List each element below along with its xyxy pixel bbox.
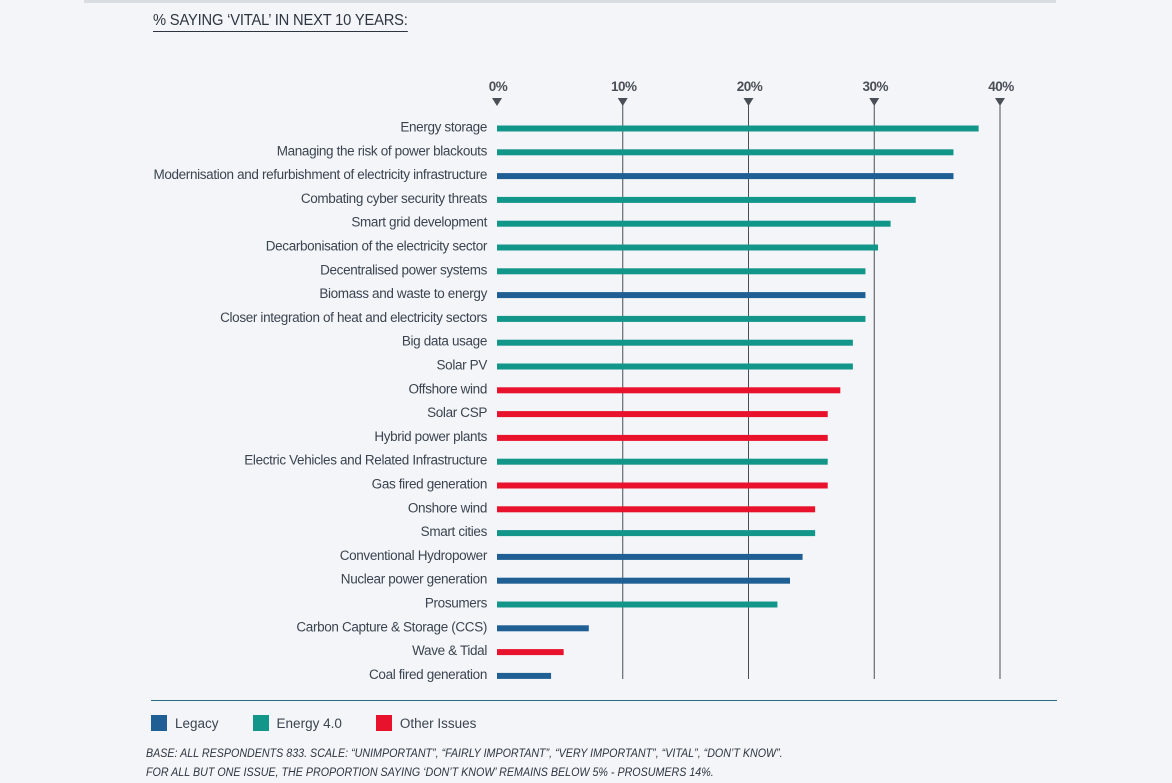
- bar-combating-cyber-security-threats: [497, 196, 916, 203]
- x-tick-label-40: 40%: [988, 79, 1014, 94]
- legend-label-other-issues: Other Issues: [399, 715, 477, 731]
- bar-managing-the-risk-of-power-blackouts: [497, 149, 954, 156]
- category-label-combating-cyber-security-threats: Combating cyber security threats: [301, 191, 488, 206]
- category-label-conventional-hydropower: Conventional Hydropower: [340, 548, 488, 563]
- legend-swatch-other-issues: [375, 715, 392, 731]
- category-label-big-data-usage: Big data usage: [402, 334, 487, 349]
- bar-solar-pv: [497, 363, 853, 370]
- top-divider: [84, 0, 1056, 3]
- category-label-managing-the-risk-of-power-blackouts: Managing the risk of power blackouts: [277, 143, 488, 158]
- category-label-electric-vehicles-and-related-infrastructure: Electric Vehicles and Related Infrastruc…: [244, 453, 487, 468]
- category-label-gas-fired-generation: Gas fired generation: [372, 477, 487, 492]
- footnote: BASE: ALL RESPONDENTS 833. SCALE: “UNIMP…: [146, 745, 783, 783]
- bar-prosumers: [497, 601, 778, 608]
- footnote-line-2: FOR ALL BUT ONE ISSUE, THE PROPORTION SA…: [146, 767, 714, 779]
- legend-item-other-issues: Other Issues: [375, 715, 477, 731]
- chart-title: % SAYING ‘VITAL’ IN NEXT 10 YEARS:: [153, 12, 408, 32]
- category-label-wave-tidal: Wave & Tidal: [412, 643, 487, 658]
- category-label-smart-grid-development: Smart grid development: [351, 215, 487, 230]
- category-label-carbon-capture-storage-ccs: Carbon Capture & Storage (CCS): [296, 619, 487, 634]
- bar-offshore-wind: [497, 387, 841, 394]
- footnote-line-1: BASE: ALL RESPONDENTS 833. SCALE: “UNIMP…: [146, 748, 783, 760]
- bar-decentralised-power-systems: [497, 268, 866, 275]
- legend-label-legacy: Legacy: [175, 715, 219, 731]
- bar-hybrid-power-plants: [497, 434, 828, 441]
- bar-carbon-capture-storage-ccs: [497, 625, 589, 632]
- bar-smart-grid-development: [497, 220, 891, 227]
- category-label-onshore-wind: Onshore wind: [408, 500, 487, 515]
- legend-label-energy-4: Energy 4.0: [276, 715, 342, 731]
- bar-smart-cities: [497, 530, 816, 537]
- category-label-smart-cities: Smart cities: [421, 524, 488, 539]
- category-label-modernisation-and-refurbishment-of-electricity-infrastructure: Modernisation and refurbishment of elect…: [153, 167, 487, 182]
- tick-marker-30: [869, 98, 880, 106]
- bar-wave-tidal: [497, 649, 564, 656]
- bar-decarbonisation-of-the-electricity-sector: [497, 244, 879, 251]
- category-label-nuclear-power-generation: Nuclear power generation: [341, 572, 487, 587]
- category-label-closer-integration-of-heat-and-electricity-sectors: Closer integration of heat and electrici…: [220, 310, 487, 325]
- tick-marker-40: [995, 98, 1005, 106]
- bar-conventional-hydropower: [497, 553, 803, 560]
- category-label-decarbonisation-of-the-electricity-sector: Decarbonisation of the electricity secto…: [266, 239, 488, 254]
- legend-swatch-legacy: [151, 715, 167, 731]
- category-label-solar-csp: Solar CSP: [427, 405, 487, 420]
- x-tick-label-20: 20%: [737, 79, 763, 94]
- legend-item-energy-4: Energy 4.0: [252, 715, 342, 731]
- category-label-biomass-and-waste-to-energy: Biomass and waste to energy: [319, 286, 487, 301]
- category-label-energy-storage: Energy storage: [400, 120, 487, 135]
- tick-marker-0: [492, 98, 502, 106]
- bar-nuclear-power-generation: [497, 577, 790, 584]
- category-label-coal-fired-generation: Coal fired generation: [369, 667, 487, 682]
- bar-gas-fired-generation: [497, 482, 828, 489]
- bar-big-data-usage: [497, 339, 853, 346]
- category-label-prosumers: Prosumers: [425, 596, 488, 611]
- legend-swatch-energy-4: [252, 715, 269, 731]
- bar-electric-vehicles-and-related-infrastructure: [497, 458, 828, 465]
- bar-solar-csp: [497, 411, 828, 418]
- bar-chart: 0% 10% 20% 30% 40% Energy storage Managing the…: [151, 79, 1057, 701]
- x-tick-label-0: 0%: [489, 79, 508, 94]
- tick-marker-10: [617, 98, 628, 106]
- bar-modernisation-and-refurbishment-of-electricity-infrastructure: [497, 173, 954, 180]
- category-label-solar-pv: Solar PV: [437, 358, 488, 373]
- bar-closer-integration-of-heat-and-electricity-sectors: [497, 315, 866, 322]
- tick-marker-20: [743, 98, 754, 106]
- x-tick-label-30: 30%: [862, 79, 888, 94]
- bar-energy-storage: [497, 125, 979, 132]
- category-label-hybrid-power-plants: Hybrid power plants: [374, 429, 487, 444]
- category-label-decentralised-power-systems: Decentralised power systems: [320, 262, 487, 277]
- x-tick-label-10: 10%: [611, 79, 637, 94]
- bar-coal-fired-generation: [497, 672, 552, 679]
- bar-onshore-wind: [497, 506, 816, 513]
- bar-biomass-and-waste-to-energy: [497, 292, 866, 299]
- category-label-offshore-wind: Offshore wind: [409, 381, 488, 396]
- legend-item-legacy: Legacy: [151, 715, 219, 731]
- chart-legend: Legacy Energy 4.0 Other Issues: [151, 715, 510, 731]
